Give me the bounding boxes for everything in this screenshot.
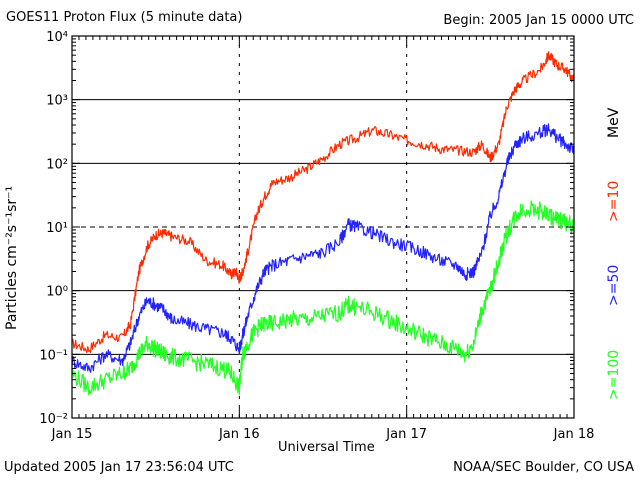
legend-ge50: >=50: [606, 264, 622, 306]
y-axis-label: Particles cm⁻²s⁻¹sr⁻¹: [4, 185, 20, 330]
unit-label-mev: MeV: [606, 107, 622, 138]
y-tick-label: 10¹: [46, 221, 68, 236]
y-tick-label: 10⁰: [46, 285, 68, 300]
updated-time: Updated 2005 Jan 17 23:56:04 UTC: [4, 460, 234, 475]
legend-ge10: >=10: [606, 180, 622, 222]
y-tick-label: 10⁻¹: [39, 348, 68, 363]
y-tick-label: 10⁻²: [39, 412, 68, 427]
series-line-3: [71, 200, 575, 396]
x-tick-label: Jan 16: [218, 427, 260, 442]
x-tick-label: Jan 15: [51, 427, 93, 442]
x-tick-label: Jan 17: [385, 427, 427, 442]
y-tick-label: 10⁴: [46, 30, 68, 45]
begin-date: Begin: 2005 Jan 15 0000 UTC: [443, 13, 634, 28]
chart-title: GOES11 Proton Flux (5 minute data): [6, 10, 243, 25]
x-axis-label: Universal Time: [278, 440, 375, 455]
series-line-2: [71, 123, 575, 373]
series-line-1: [72, 51, 575, 354]
legend-ge100: >=100: [606, 349, 622, 400]
source-credit: NOAA/SEC Boulder, CO USA: [453, 460, 634, 475]
y-tick-label: 10³: [46, 94, 68, 109]
x-tick-label: Jan 18: [553, 427, 595, 442]
y-tick-label: 10²: [46, 157, 68, 172]
